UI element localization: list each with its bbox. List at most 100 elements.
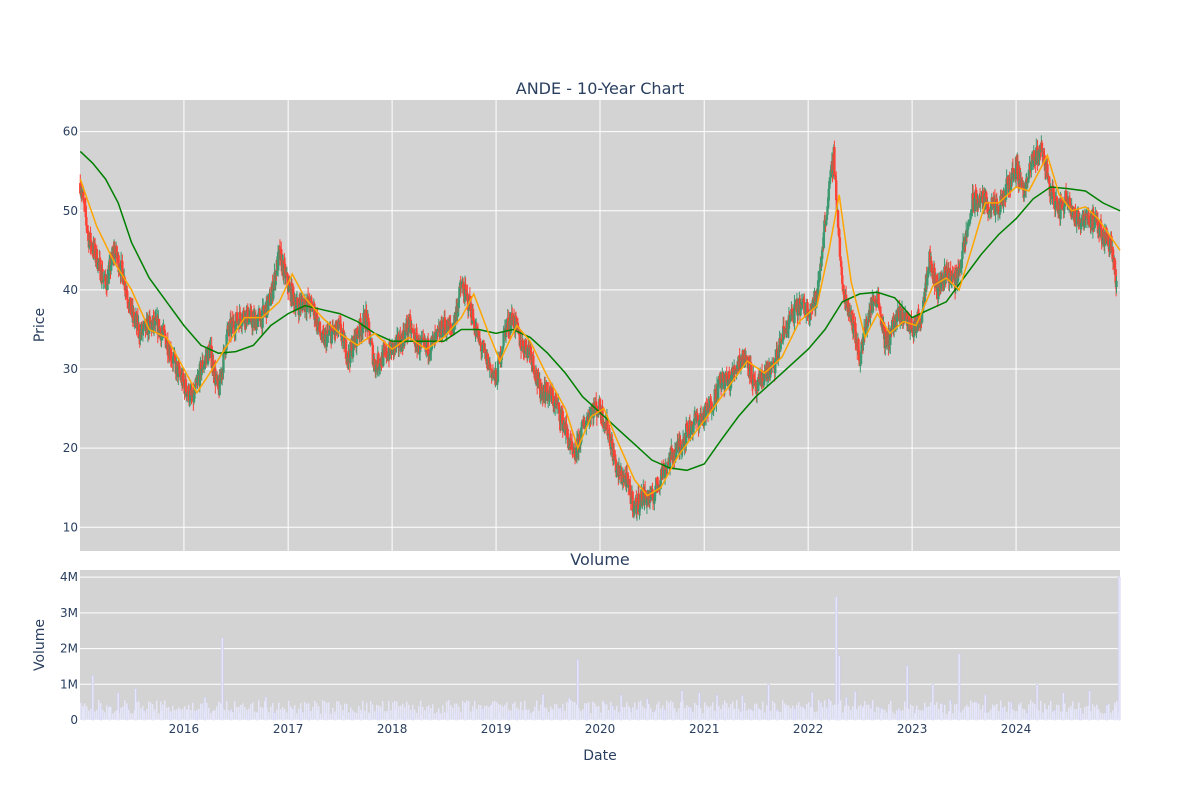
candle-body-down xyxy=(884,331,888,337)
volume-bar-daily xyxy=(616,705,618,720)
volume-bar-daily xyxy=(198,708,200,720)
candle-body-up xyxy=(458,286,461,298)
candle-body-down xyxy=(87,232,90,234)
volume-bar-daily xyxy=(214,709,216,720)
candle-body-down xyxy=(834,175,837,181)
volume-bar-daily xyxy=(598,706,600,720)
volume-bar-daily xyxy=(832,705,834,720)
candle-body-up xyxy=(481,349,484,352)
volume-bar-daily xyxy=(1058,705,1060,720)
candle-body-up xyxy=(114,253,117,259)
candle-body-down xyxy=(424,340,427,349)
candle-body-up xyxy=(675,443,679,453)
candle-body-up xyxy=(659,480,662,486)
candle-body-up xyxy=(762,381,766,386)
volume-bar-daily xyxy=(936,702,938,720)
candle-body-up xyxy=(1092,227,1096,229)
candle-body-up xyxy=(860,341,863,353)
candle-body-up xyxy=(372,360,375,365)
candle-body-up xyxy=(1063,202,1067,207)
candle-body-down xyxy=(1051,185,1055,193)
volume-bar-daily xyxy=(92,703,94,720)
volume-bar-daily xyxy=(644,708,646,720)
candle-body-down xyxy=(484,349,487,354)
volume-bar-daily xyxy=(200,703,202,720)
volume-bar-daily xyxy=(714,710,716,720)
volume-bar-daily xyxy=(614,710,616,720)
candle-body-down xyxy=(561,410,564,431)
volume-bar-daily xyxy=(196,710,198,720)
volume-bar-daily xyxy=(1074,709,1076,720)
volume-bar-daily xyxy=(480,705,482,720)
volume-bar-daily xyxy=(984,712,986,720)
candle-body-up xyxy=(920,311,924,323)
volume-bar-daily xyxy=(304,701,306,720)
candle-body-down xyxy=(80,192,83,195)
candle-body-down xyxy=(385,347,388,359)
volume-bar-daily xyxy=(610,701,612,720)
volume-bar-daily xyxy=(670,700,672,720)
candle-body-up xyxy=(619,474,622,476)
volume-bar-daily xyxy=(664,713,666,720)
volume-bar-daily xyxy=(758,708,760,720)
candle-body-up xyxy=(976,199,979,211)
volume-bar-daily xyxy=(928,706,930,720)
volume-bar-daily xyxy=(620,711,622,720)
volume-bar-daily xyxy=(760,710,762,720)
volume-bar-daily xyxy=(328,702,330,720)
candle-body-up xyxy=(161,332,164,334)
candle-body-up xyxy=(316,323,320,331)
volume-bar-daily xyxy=(1116,701,1118,720)
candle-body-down xyxy=(339,321,342,325)
candle-body-up xyxy=(580,427,583,443)
volume-bar-daily xyxy=(866,704,868,720)
volume-bar-daily xyxy=(396,701,398,720)
volume-bar-daily xyxy=(990,709,992,720)
candle-body-up xyxy=(526,347,529,359)
volume-bar-daily xyxy=(406,701,408,720)
candle-body-down xyxy=(379,358,383,364)
candle-body-up xyxy=(799,304,802,316)
volume-bar-daily xyxy=(1086,706,1088,720)
volume-bar-daily xyxy=(228,710,230,720)
volume-bar-daily xyxy=(1072,701,1074,720)
volume-bar-daily xyxy=(860,704,862,720)
candle-body-down xyxy=(522,346,525,354)
candle-body-up xyxy=(739,357,743,368)
volume-bar-daily xyxy=(290,706,292,720)
candle-body-up xyxy=(133,320,136,323)
candle-body-up xyxy=(866,318,870,327)
candle-body-down xyxy=(115,246,118,259)
candle-body-down xyxy=(1096,220,1100,234)
candle-body-down xyxy=(667,462,670,464)
candle-body-up xyxy=(274,272,277,286)
volume-bar-daily xyxy=(82,706,84,720)
candle-body-down xyxy=(410,328,414,330)
volume-y-tick-label: 3M xyxy=(60,606,78,620)
candle-body-up xyxy=(503,328,506,332)
candle-body-up xyxy=(1027,178,1030,181)
volume-bar-daily xyxy=(254,711,256,720)
candle-body-up xyxy=(410,328,413,334)
volume-bar-daily xyxy=(436,712,438,720)
candle-body-down xyxy=(535,370,538,381)
volume-bar-daily xyxy=(506,702,508,720)
volume-bar-daily xyxy=(698,705,700,720)
volume-bar-daily xyxy=(332,707,334,720)
candle-body-up xyxy=(279,249,282,260)
candle-body-up xyxy=(222,350,225,373)
candle-body-down xyxy=(1065,199,1068,201)
volume-bar-daily xyxy=(312,706,314,720)
volume-y-tick-label: 1M xyxy=(60,677,78,691)
volume-bar-daily xyxy=(316,703,318,720)
volume-bar-daily xyxy=(366,702,368,720)
candle-body-up xyxy=(102,280,105,282)
volume-bar-daily xyxy=(320,713,322,720)
candle-body-up xyxy=(726,379,730,386)
candle-body-up xyxy=(575,439,579,459)
volume-bar-daily xyxy=(518,709,520,720)
volume-bar-daily xyxy=(206,702,208,720)
volume-bar-daily xyxy=(548,712,550,720)
volume-bar-daily xyxy=(876,706,878,720)
volume-bar-daily xyxy=(160,701,162,720)
